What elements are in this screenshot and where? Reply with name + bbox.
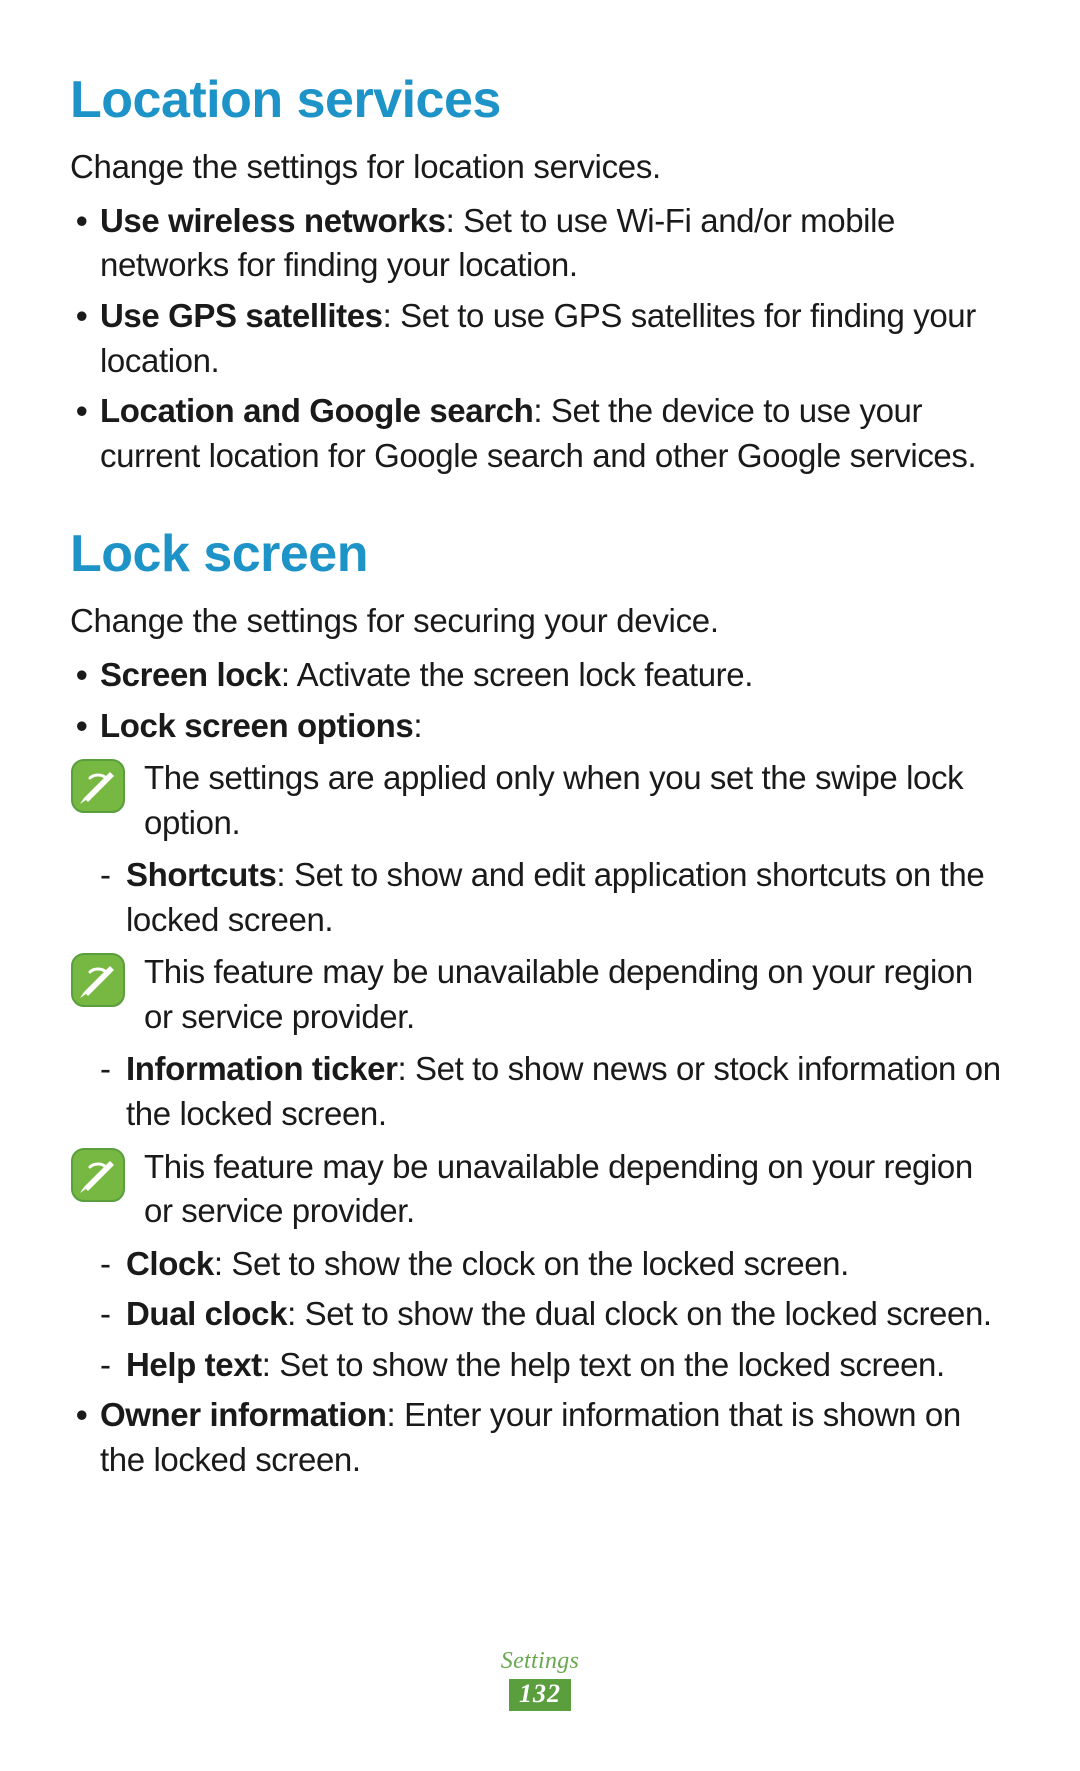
note-text: This feature may be unavailable dependin… bbox=[144, 1145, 1010, 1234]
desc: : Set to show the dual clock on the lock… bbox=[287, 1295, 992, 1332]
lock-screen-options-subcontent: The settings are applied only when you s… bbox=[70, 756, 1010, 1387]
list-lock-screen-continued: Owner information: Enter your informatio… bbox=[70, 1393, 1010, 1482]
dash-information-ticker: Information ticker: Set to show news or … bbox=[70, 1047, 1010, 1136]
item-use-gps-satellites: Use GPS satellites: Set to use GPS satel… bbox=[70, 294, 1010, 383]
term: Shortcuts bbox=[126, 856, 276, 893]
term: Help text bbox=[126, 1346, 262, 1383]
term: Location and Google search bbox=[100, 392, 533, 429]
item-screen-lock: Screen lock: Activate the screen lock fe… bbox=[70, 653, 1010, 698]
term: Information ticker bbox=[126, 1050, 398, 1087]
page-content: Location services Change the settings fo… bbox=[0, 0, 1080, 1482]
desc: : Activate the screen lock feature. bbox=[281, 656, 753, 693]
list-location-services: Use wireless networks: Set to use Wi-Fi … bbox=[70, 199, 1010, 478]
heading-lock-screen: Lock screen bbox=[70, 524, 1010, 584]
note-icon bbox=[70, 758, 126, 814]
item-lock-screen-options: Lock screen options: bbox=[70, 704, 1010, 749]
list-lock-screen: Screen lock: Activate the screen lock fe… bbox=[70, 653, 1010, 748]
item-location-google-search: Location and Google search: Set the devi… bbox=[70, 389, 1010, 478]
note-text: This feature may be unavailable dependin… bbox=[144, 950, 1010, 1039]
term: Dual clock bbox=[126, 1295, 287, 1332]
note-icon bbox=[70, 952, 126, 1008]
dash-shortcuts: Shortcuts: Set to show and edit applicat… bbox=[70, 853, 1010, 942]
desc: : Set to show the clock on the locked sc… bbox=[214, 1245, 849, 1282]
dash-dual-clock: Dual clock: Set to show the dual clock o… bbox=[70, 1292, 1010, 1337]
note-text: The settings are applied only when you s… bbox=[144, 756, 1010, 845]
note-icon bbox=[70, 1147, 126, 1203]
item-use-wireless-networks: Use wireless networks: Set to use Wi-Fi … bbox=[70, 199, 1010, 288]
heading-location-services: Location services bbox=[70, 70, 1010, 130]
item-owner-information: Owner information: Enter your informatio… bbox=[70, 1393, 1010, 1482]
colon: : bbox=[413, 707, 422, 744]
term: Lock screen options bbox=[100, 707, 413, 744]
term: Use GPS satellites bbox=[100, 297, 383, 334]
term: Use wireless networks bbox=[100, 202, 446, 239]
note-shortcuts-availability: This feature may be unavailable dependin… bbox=[70, 950, 1010, 1039]
desc: : Set to show the help text on the locke… bbox=[262, 1346, 945, 1383]
dash-help-text: Help text: Set to show the help text on … bbox=[70, 1343, 1010, 1388]
term: Screen lock bbox=[100, 656, 281, 693]
page-number-badge: 132 bbox=[509, 1679, 571, 1711]
page-footer: Settings 132 bbox=[0, 1648, 1080, 1711]
note-ticker-availability: This feature may be unavailable dependin… bbox=[70, 1145, 1010, 1234]
note-swipe-lock: The settings are applied only when you s… bbox=[70, 756, 1010, 845]
intro-lock-screen: Change the settings for securing your de… bbox=[70, 600, 1010, 643]
dash-clock: Clock: Set to show the clock on the lock… bbox=[70, 1242, 1010, 1287]
term: Clock bbox=[126, 1245, 214, 1282]
intro-location-services: Change the settings for location service… bbox=[70, 146, 1010, 189]
term: Owner information bbox=[100, 1396, 387, 1433]
footer-section-label: Settings bbox=[0, 1648, 1080, 1675]
